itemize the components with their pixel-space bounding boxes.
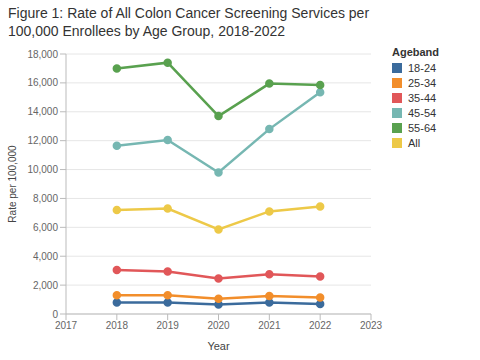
html-text:All: All bbox=[408, 137, 421, 149]
svg-text:2021: 2021 bbox=[258, 320, 281, 331]
svg-text:2017: 2017 bbox=[55, 320, 78, 331]
svg-text:16,000: 16,000 bbox=[27, 77, 58, 88]
svg-text:2020: 2020 bbox=[207, 320, 230, 331]
svg-text:2019: 2019 bbox=[157, 320, 180, 331]
html-text:55-64: 55-64 bbox=[408, 122, 437, 134]
svg-text:Rate per 100,000: Rate per 100,000 bbox=[8, 145, 18, 223]
html-text:25-34: 25-34 bbox=[408, 77, 437, 89]
svg-text:Year: Year bbox=[207, 340, 230, 352]
svg-text:12,000: 12,000 bbox=[27, 135, 58, 146]
html-text:45-54: 45-54 bbox=[408, 107, 437, 119]
svg-text:8,000: 8,000 bbox=[33, 193, 58, 204]
svg-text:14,000: 14,000 bbox=[27, 106, 58, 117]
svg-text:6,000: 6,000 bbox=[33, 222, 58, 233]
svg-text:10,000: 10,000 bbox=[27, 164, 58, 175]
svg-text:2,000: 2,000 bbox=[33, 280, 58, 291]
svg-text:2023: 2023 bbox=[360, 320, 383, 331]
svg-text:0: 0 bbox=[52, 309, 58, 320]
html-text:Figure 1: Rate of All Colon Ca: Figure 1: Rate of All Colon Cancer Scree… bbox=[8, 5, 370, 39]
svg-text:18,000: 18,000 bbox=[27, 49, 58, 60]
svg-text:2018: 2018 bbox=[106, 320, 129, 331]
html-text:18-24: 18-24 bbox=[408, 62, 437, 74]
html-text:35-44: 35-44 bbox=[408, 92, 437, 104]
svg-text:4,000: 4,000 bbox=[33, 251, 58, 262]
svg-text:2022: 2022 bbox=[309, 320, 332, 331]
html-text:Ageband: Ageband bbox=[392, 46, 440, 58]
